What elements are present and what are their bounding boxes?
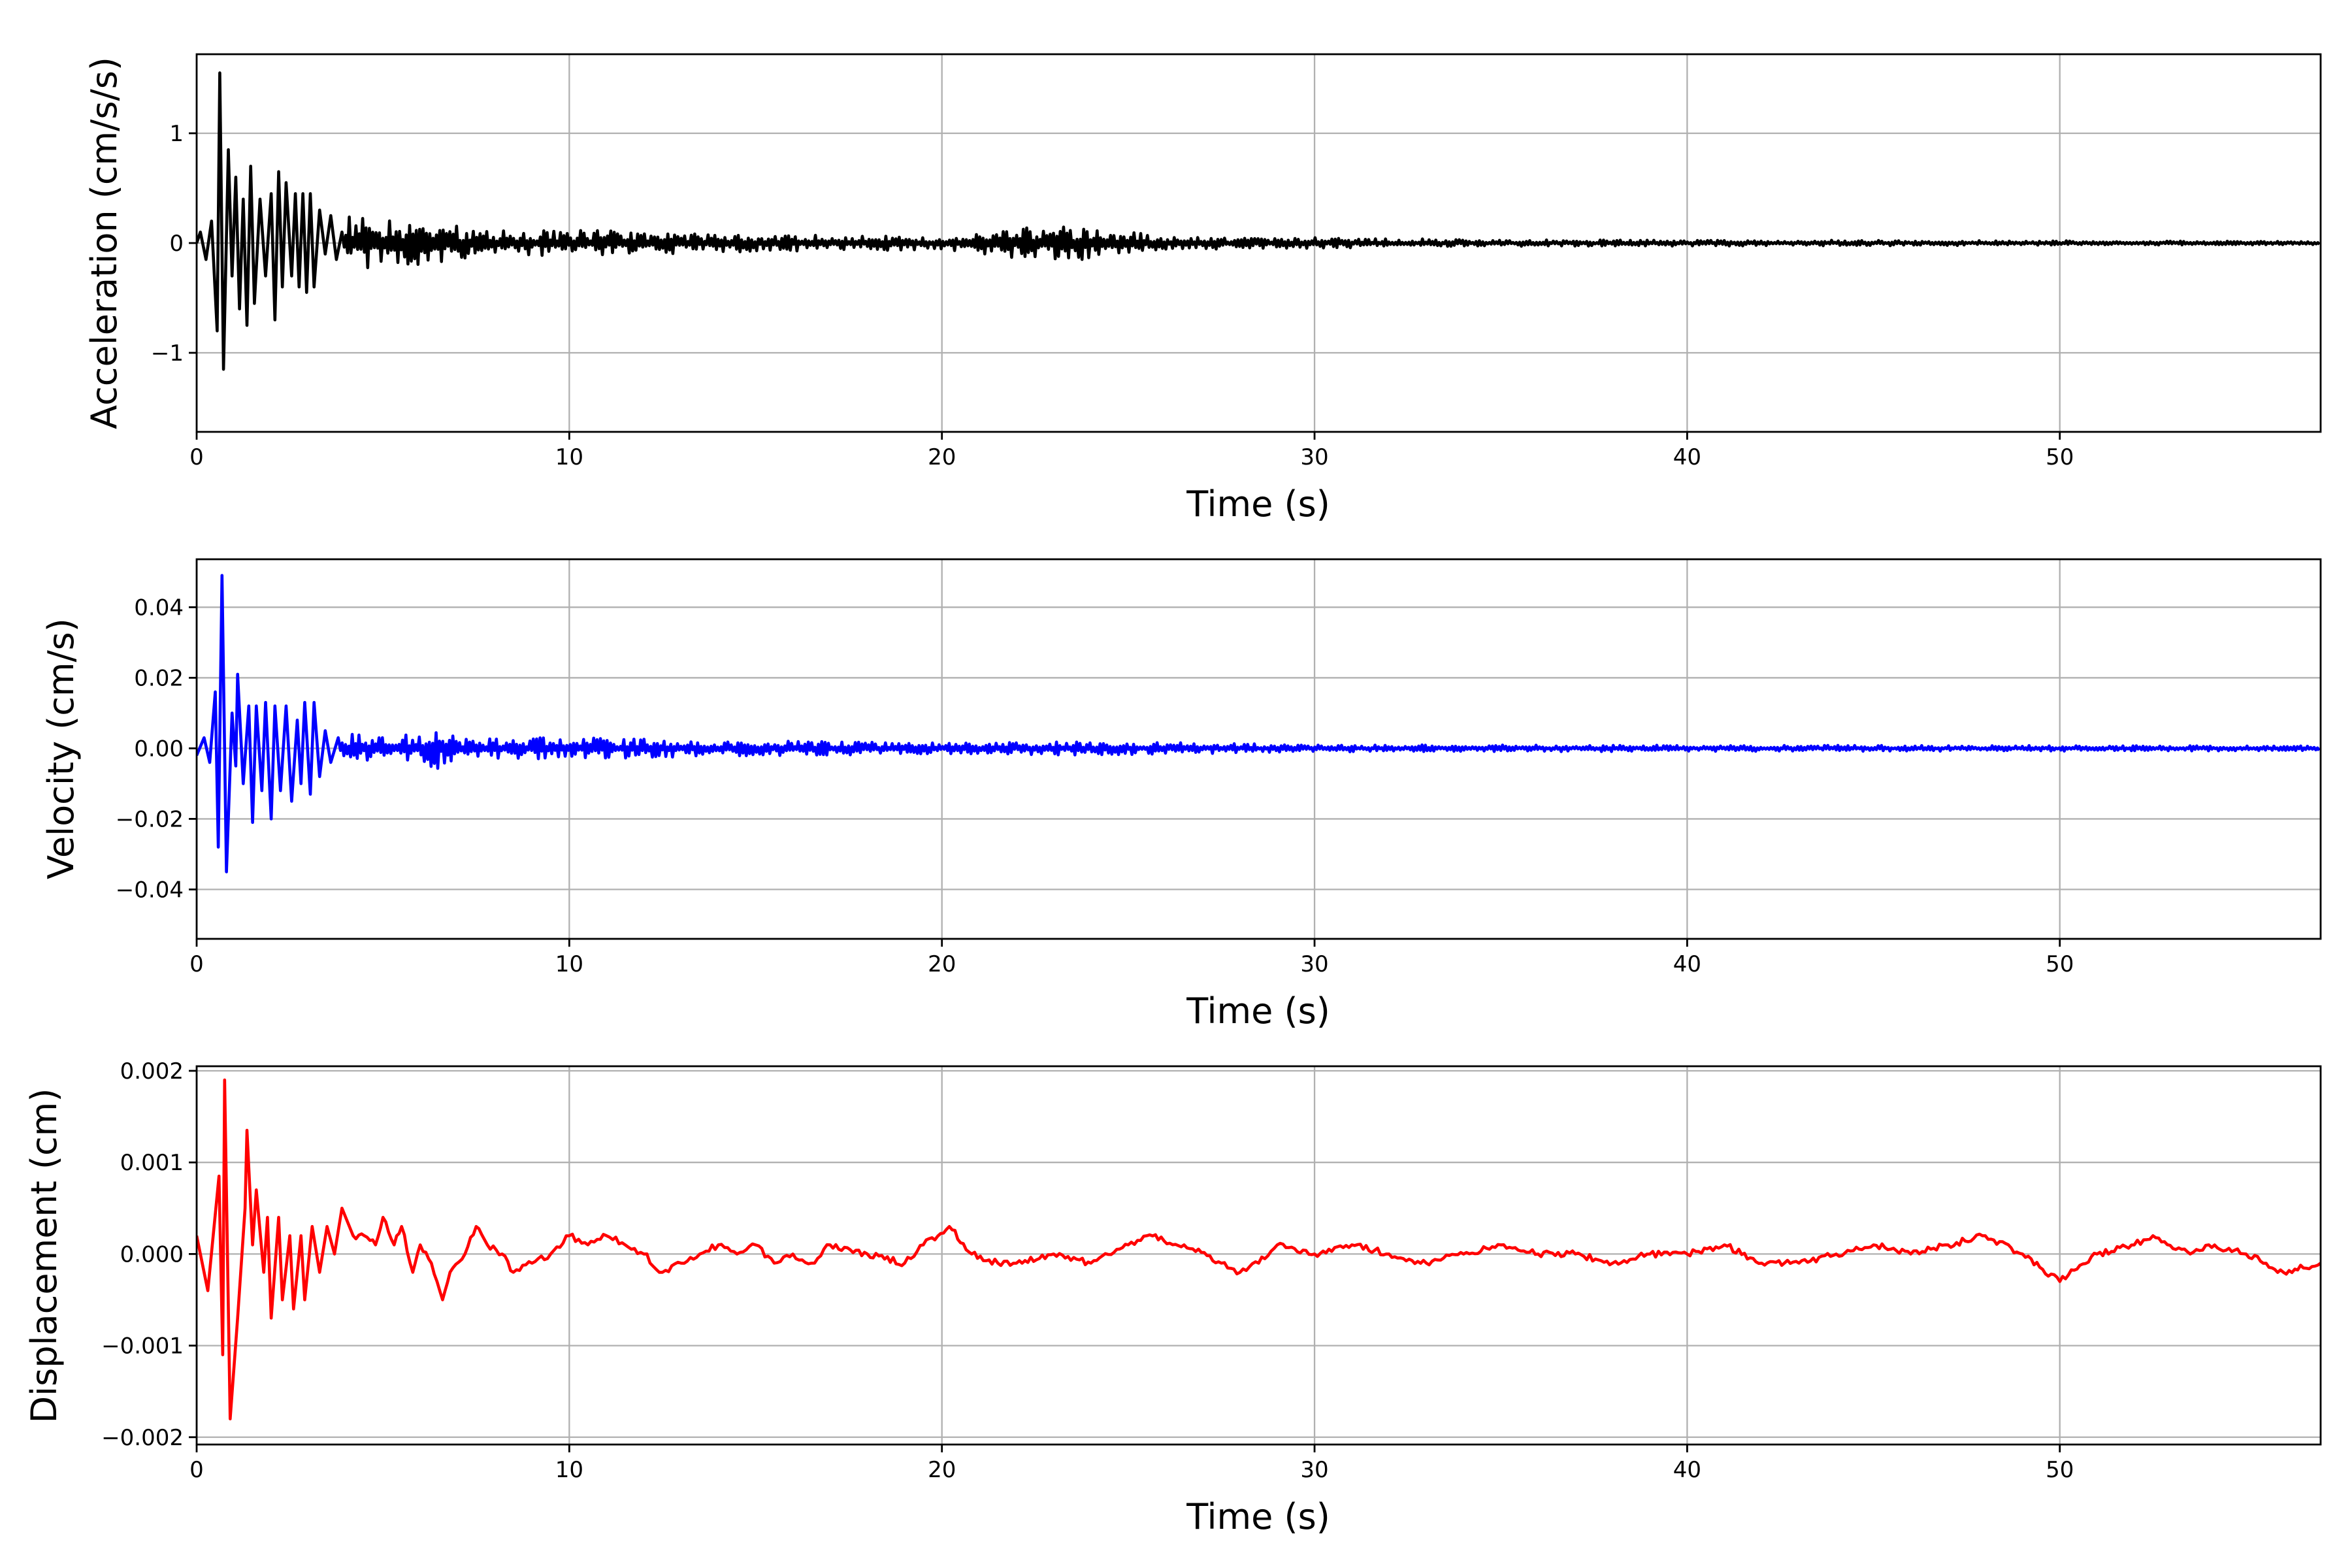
x-tick-label: 20 — [928, 951, 956, 977]
y-tick-label: 0.00 — [134, 736, 184, 762]
y-axis-label: Velocity (cm/s) — [41, 618, 82, 879]
y-axis-label: Acceleration (cm/s/s) — [84, 57, 125, 429]
x-tick-label: 20 — [928, 1457, 956, 1483]
panel-velocity: Time (s) Velocity (cm/s) 0 10 20 30 40 50 −0.0… — [41, 558, 2322, 1032]
x-tick-label: 0 — [189, 951, 204, 977]
axes-frame — [195, 53, 2322, 433]
series-line — [197, 71, 2321, 371]
y-tick-label: 0.002 — [120, 1058, 184, 1085]
y-tick-label: 0.000 — [120, 1241, 184, 1267]
x-tick-label: 50 — [2046, 951, 2074, 977]
x-tick-label: 50 — [2046, 444, 2074, 470]
x-tick-label: 0 — [189, 444, 204, 470]
x-tick-label: 10 — [555, 1457, 583, 1483]
panel-displacement: Time (s) Displacement (cm) 0 10 20 30 40 50 −0… — [24, 1058, 2322, 1537]
axes-frame — [195, 558, 2322, 940]
y-axis-label: Displacement (cm) — [24, 1088, 65, 1424]
y-tick-label: −0.002 — [101, 1425, 184, 1451]
x-tick-label: 30 — [1300, 444, 1328, 470]
x-tick-label: 40 — [1673, 444, 1701, 470]
y-tick-label: −0.04 — [116, 877, 184, 903]
x-tick-label: 30 — [1300, 1457, 1328, 1483]
x-axis-label: Time (s) — [1186, 1496, 1330, 1537]
y-tick-label: −0.02 — [116, 806, 184, 832]
axes-frame — [195, 1065, 2322, 1446]
x-tick-label: 30 — [1300, 951, 1328, 977]
x-axis-label: Time (s) — [1186, 990, 1330, 1032]
y-tick-label: 0 — [169, 231, 184, 257]
x-tick-label: 40 — [1673, 951, 1701, 977]
y-tick-label: 0.02 — [134, 665, 184, 691]
series-line — [197, 1078, 2321, 1420]
x-axis-label: Time (s) — [1186, 483, 1330, 525]
y-tick-label: 0.001 — [120, 1150, 184, 1176]
x-tick-label: 20 — [928, 444, 956, 470]
x-tick-label: 50 — [2046, 1457, 2074, 1483]
series-line — [197, 574, 2321, 874]
x-tick-label: 10 — [555, 444, 583, 470]
panel-acceleration: Time (s) Acceleration (cm/s/s) 0 10 20 30 40… — [84, 53, 2322, 525]
x-tick-label: 10 — [555, 951, 583, 977]
y-tick-label: −0.001 — [101, 1333, 184, 1360]
y-tick-label: 0.04 — [134, 595, 184, 621]
y-tick-label: 1 — [169, 121, 184, 147]
x-tick-label: 40 — [1673, 1457, 1701, 1483]
x-tick-label: 0 — [189, 1457, 204, 1483]
y-tick-label: −1 — [151, 340, 184, 367]
